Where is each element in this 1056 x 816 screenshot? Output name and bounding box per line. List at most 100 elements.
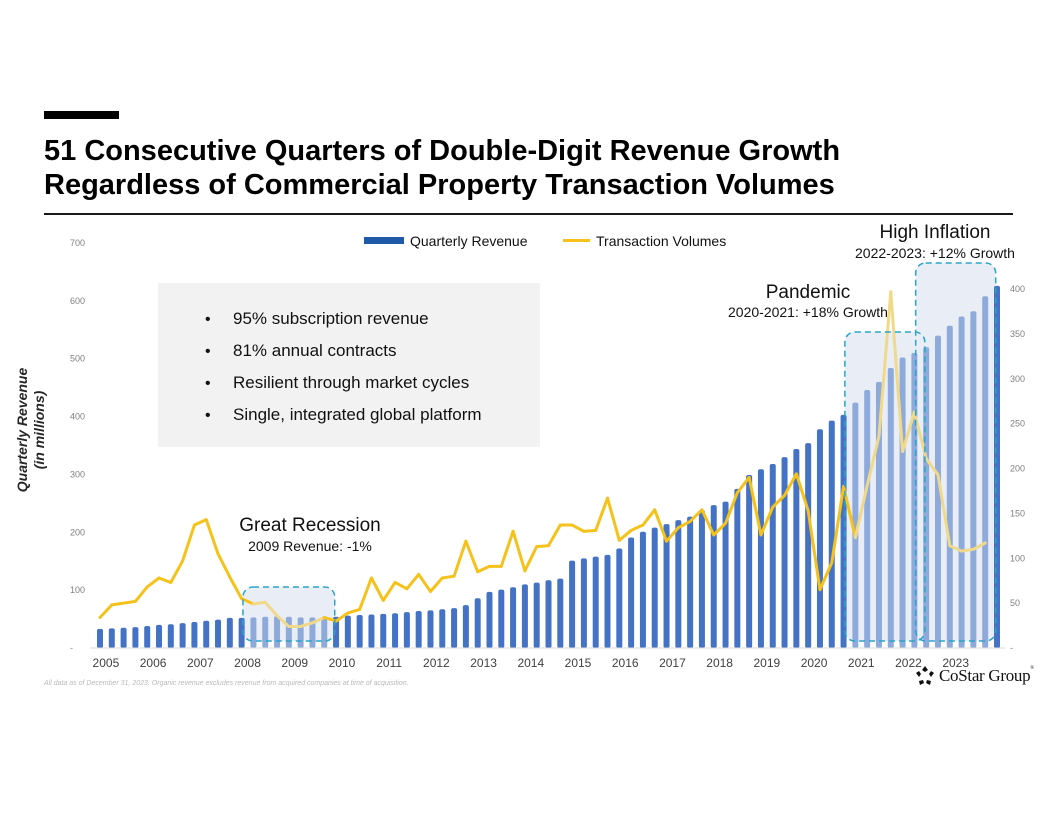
revenue-bar bbox=[132, 627, 139, 648]
revenue-bar bbox=[970, 311, 977, 648]
revenue-bar bbox=[250, 617, 257, 648]
revenue-bar bbox=[698, 510, 705, 648]
revenue-bar bbox=[474, 598, 481, 648]
title-line-1: 51 Consecutive Quarters of Double-Digit … bbox=[44, 135, 841, 167]
bullet-item: Single, integrated global platform bbox=[233, 405, 482, 424]
revenue-bar bbox=[427, 610, 434, 648]
revenue-bar bbox=[793, 448, 800, 648]
transaction-line-segment bbox=[582, 528, 598, 533]
bullet-dot: • bbox=[205, 311, 211, 328]
axes: Quarterly Revenue (in millions) - 100 200 3… bbox=[14, 238, 1025, 670]
highlight-borders bbox=[242, 262, 997, 642]
annotation-subtitle: 2020-2021: +18% Growth bbox=[728, 304, 888, 320]
y-tick-left: 400 bbox=[70, 412, 85, 422]
y-axis-label-left: Quarterly Revenue bbox=[14, 368, 30, 493]
transaction-line-segment bbox=[181, 523, 196, 563]
revenue-bar bbox=[628, 537, 635, 648]
revenue-bar bbox=[238, 617, 245, 648]
transaction-line-segment bbox=[98, 603, 114, 619]
transaction-line-segment bbox=[216, 552, 232, 579]
transaction-line-segment bbox=[381, 580, 397, 602]
company-logo: CoStar Group® bbox=[914, 665, 1034, 687]
transaction-line-segment bbox=[393, 580, 409, 591]
revenue-bar bbox=[746, 475, 753, 648]
x-tick-label: 2012 bbox=[423, 656, 450, 670]
x-tick-label: 2017 bbox=[659, 656, 686, 670]
y-tick-left: 600 bbox=[70, 296, 85, 306]
revenue-bar bbox=[285, 616, 292, 648]
transaction-line-segment bbox=[169, 559, 185, 584]
highlight-border-3 bbox=[914, 262, 997, 642]
revenue-bar bbox=[521, 584, 528, 648]
transaction-line-segment bbox=[853, 484, 869, 540]
revenue-bar bbox=[179, 623, 186, 648]
y-tick-right: 300 bbox=[1010, 374, 1025, 384]
footnote: All data as of December 31, 2023. Organi… bbox=[44, 680, 409, 687]
y-tick-right: 400 bbox=[1010, 284, 1025, 294]
x-tick-label: 2007 bbox=[187, 656, 214, 670]
x-tick-label: 2008 bbox=[234, 656, 261, 670]
transaction-line-segment bbox=[641, 508, 657, 527]
title-divider bbox=[44, 213, 1013, 215]
transaction-line-segment bbox=[948, 544, 964, 553]
revenue-bar bbox=[675, 520, 682, 648]
legend-swatch-revenue bbox=[364, 237, 404, 244]
x-tick-label: 2023 bbox=[942, 656, 969, 670]
transaction-line-segment bbox=[700, 508, 716, 537]
transaction-line-segment bbox=[570, 523, 586, 533]
revenue-bar bbox=[687, 516, 694, 648]
transaction-line-segment bbox=[157, 576, 173, 584]
transaction-line-segment bbox=[806, 509, 822, 592]
revenue-bars bbox=[90, 285, 1005, 649]
revenue-bar bbox=[994, 285, 1000, 648]
revenue-bar bbox=[545, 580, 552, 648]
transaction-line-segment bbox=[936, 473, 952, 548]
revenue-bar bbox=[781, 457, 788, 648]
revenue-bar bbox=[887, 367, 894, 648]
bullet-item: Resilient through market cycles bbox=[233, 373, 469, 392]
revenue-bar bbox=[639, 531, 646, 648]
transaction-line-segment bbox=[783, 472, 798, 497]
revenue-bar bbox=[946, 325, 953, 648]
revenue-bar bbox=[604, 554, 611, 648]
revenue-bar bbox=[710, 505, 717, 648]
y-axis-label-left-units: (in millions) bbox=[31, 390, 47, 469]
transaction-line-segment bbox=[417, 572, 432, 593]
revenue-bar bbox=[923, 347, 930, 648]
annotation-subtitle: 2022-2023: +12% Growth bbox=[855, 245, 1015, 261]
highlight-border-1 bbox=[242, 586, 336, 642]
transaction-line-segment bbox=[712, 521, 728, 537]
transaction-line-segment bbox=[688, 508, 704, 523]
revenue-bar bbox=[415, 610, 422, 648]
transaction-line-segment bbox=[535, 544, 550, 549]
revenue-bar bbox=[852, 402, 859, 648]
revenue-bar bbox=[392, 613, 399, 648]
transaction-line-segment bbox=[145, 576, 161, 589]
transaction-line-segment bbox=[877, 290, 893, 438]
costar-logo-icon bbox=[916, 666, 934, 685]
x-tick-label: 2010 bbox=[329, 656, 356, 670]
transaction-line-segment bbox=[724, 491, 739, 525]
transaction-line-segment bbox=[428, 576, 444, 593]
transaction-line-segment bbox=[369, 576, 385, 602]
x-tick-label: 2009 bbox=[281, 656, 308, 670]
title-line-2: Regardless of Commercial Property Transa… bbox=[44, 169, 835, 201]
transaction-line-segment bbox=[924, 457, 940, 477]
y-tick-left: 100 bbox=[70, 585, 85, 595]
transaction-line-segment bbox=[960, 547, 975, 553]
revenue-bar bbox=[167, 624, 174, 648]
transaction-line-segment bbox=[405, 572, 421, 591]
revenue-bar bbox=[144, 626, 151, 648]
transaction-line-segment bbox=[771, 493, 787, 509]
revenue-bar bbox=[510, 587, 517, 648]
revenue-bar bbox=[651, 527, 658, 648]
x-tick-label: 2018 bbox=[706, 656, 733, 670]
legend: Quarterly Revenue Transaction Volumes bbox=[364, 233, 726, 249]
revenue-bar bbox=[569, 560, 576, 648]
revenue-bar bbox=[451, 608, 458, 648]
x-tick-label: 2011 bbox=[376, 656, 402, 670]
revenue-bar bbox=[226, 617, 233, 648]
highlight-border-2 bbox=[844, 331, 926, 642]
bullet-box-background bbox=[158, 283, 540, 447]
transaction-line-segment bbox=[251, 600, 267, 606]
